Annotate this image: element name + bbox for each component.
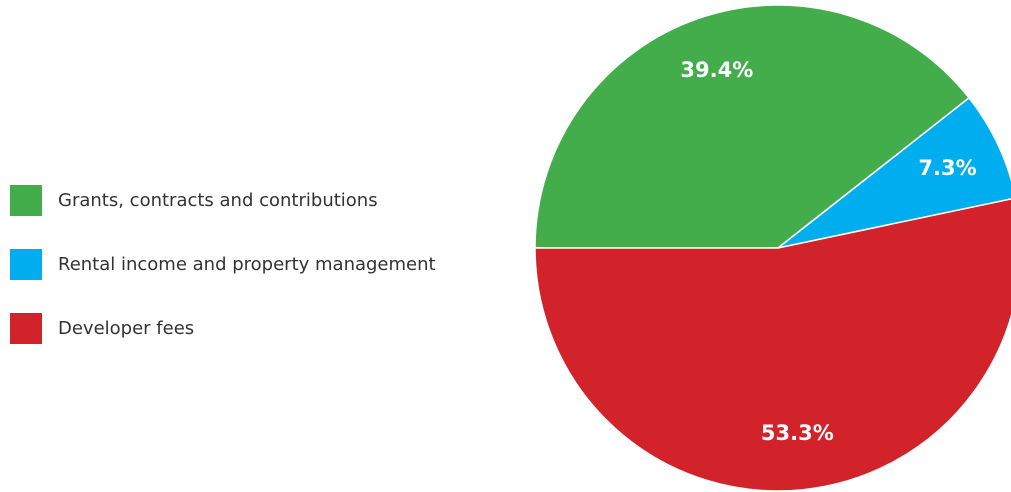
legend-label: Developer fees	[58, 318, 194, 339]
legend-label: Rental income and property management	[58, 254, 436, 275]
pie-slice	[777, 96, 1011, 249]
pie	[534, 4, 1011, 492]
legend: Grants, contracts and contributions Renta…	[10, 185, 436, 344]
slice-label: 53.3%	[761, 421, 834, 445]
pie-slice	[534, 198, 1011, 492]
legend-swatch	[10, 185, 42, 216]
slice-label: 39.4%	[680, 58, 753, 82]
pie-slice	[534, 4, 971, 249]
legend-swatch	[10, 249, 42, 280]
legend-label: Grants, contracts and contributions	[58, 190, 378, 211]
slice-labels: 39.4% 7.3% 53.3%	[680, 58, 976, 445]
slice-label: 7.3%	[918, 156, 976, 180]
legend-swatch	[10, 313, 42, 344]
